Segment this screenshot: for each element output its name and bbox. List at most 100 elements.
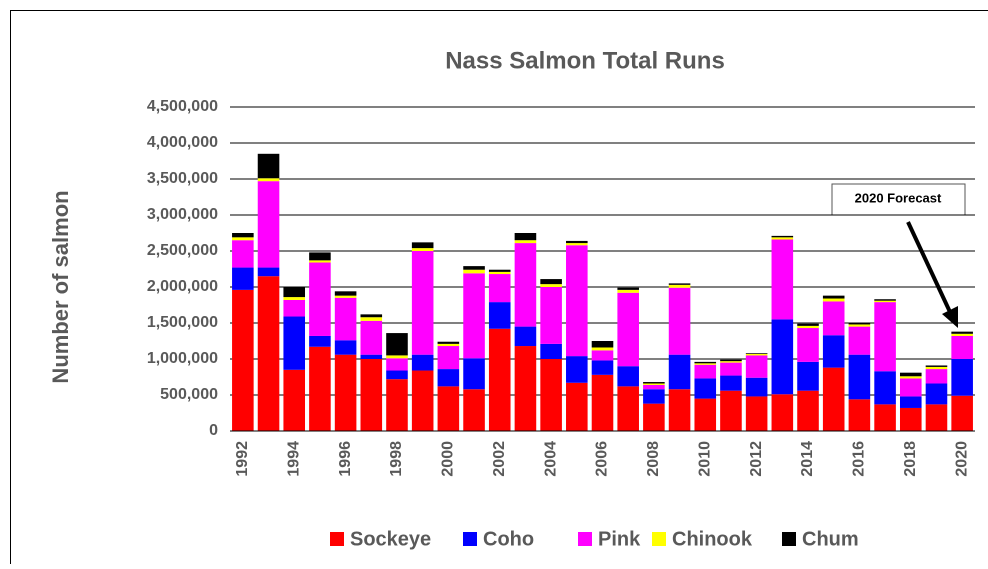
bar-segment — [746, 353, 768, 354]
bar-segment — [386, 371, 408, 380]
bar-segment — [258, 154, 280, 178]
legend-label: Coho — [483, 528, 534, 550]
bar-segment — [463, 266, 485, 270]
bar-segment — [746, 396, 768, 431]
bar-segment — [412, 248, 434, 251]
bar-segment — [617, 366, 639, 386]
bar-segment — [566, 245, 588, 356]
bar-segment — [926, 365, 948, 366]
y-tick-label: 3,500,000 — [147, 170, 218, 187]
bar-segment — [309, 252, 331, 260]
bar-segment — [617, 290, 639, 293]
bar-segment — [592, 360, 614, 374]
bar-segment — [746, 378, 768, 397]
bar-segment — [720, 376, 742, 391]
bar-segment — [772, 237, 794, 239]
y-tick-label: 500,000 — [160, 386, 218, 403]
y-tick-label: 2,500,000 — [147, 242, 218, 259]
x-tick-label: 2016 — [851, 441, 868, 477]
bar-segment — [361, 355, 383, 359]
bar-segment — [746, 355, 768, 377]
bar-segment — [489, 270, 511, 272]
x-tick-label: 2010 — [696, 441, 713, 477]
bar-segment — [772, 236, 794, 237]
bar-segment — [463, 270, 485, 274]
bar-segment — [720, 391, 742, 431]
bar-segment — [361, 359, 383, 431]
bar-segment — [720, 361, 742, 362]
y-tick-label: 4,500,000 — [147, 98, 218, 115]
bar-segment — [489, 272, 511, 274]
bar-segment — [900, 378, 922, 396]
bar-segment — [797, 326, 819, 328]
bar-segment — [438, 346, 460, 369]
bar-segment — [643, 389, 665, 403]
bar-segment — [900, 396, 922, 408]
bar-segment — [849, 327, 871, 355]
bar-segment — [797, 362, 819, 391]
bar-segment — [669, 355, 691, 390]
bar-segment — [386, 333, 408, 355]
bar-segment — [900, 373, 922, 377]
bar-segment — [643, 385, 665, 389]
bar-segment — [900, 408, 922, 431]
bar-segment — [463, 273, 485, 358]
bar-segment — [592, 375, 614, 431]
legend-label: Chinook — [672, 528, 753, 550]
bar-segment — [566, 243, 588, 245]
x-tick-label: 2004 — [542, 441, 559, 477]
bar-segment — [515, 233, 537, 240]
bar-segment — [951, 359, 973, 396]
x-tick-label: 1998 — [388, 441, 405, 477]
bar-segment — [515, 327, 537, 346]
bar-segment — [823, 296, 845, 299]
bar-segment — [309, 347, 331, 431]
bar-segment — [694, 378, 716, 398]
bar-segment — [694, 399, 716, 431]
bar-segment — [797, 324, 819, 326]
bar-segment — [335, 296, 357, 298]
bar-segment — [463, 389, 485, 431]
bar-segment — [720, 363, 742, 376]
bar-segment — [438, 344, 460, 346]
x-tick-label: 2012 — [748, 441, 765, 477]
bar-segment — [438, 342, 460, 344]
bar-segment — [669, 283, 691, 284]
legend-swatch — [463, 532, 477, 546]
bar-segment — [258, 178, 280, 181]
bar-segment — [669, 285, 691, 288]
bar-segment — [951, 334, 973, 336]
bar-segment — [540, 284, 562, 287]
bar-segment — [566, 356, 588, 383]
bar-segment — [232, 237, 254, 240]
bar-segment — [386, 358, 408, 370]
bar-segment — [515, 346, 537, 431]
bar-segment — [617, 293, 639, 366]
bar-segment — [412, 371, 434, 431]
bar-segment — [669, 288, 691, 355]
bar-segment — [540, 287, 562, 344]
bar-segment — [874, 404, 896, 431]
x-tick-label: 1994 — [285, 441, 302, 477]
bar-segment — [489, 329, 511, 431]
bar-segment — [309, 263, 331, 336]
bar-segment — [874, 371, 896, 404]
bar-segment — [849, 324, 871, 326]
y-tick-label: 0 — [209, 422, 218, 439]
bar-segment — [566, 241, 588, 243]
bar-segment — [489, 274, 511, 302]
bar-segment — [283, 300, 305, 317]
bar-segment — [335, 291, 357, 295]
bar-segment — [951, 332, 973, 334]
bar-segment — [335, 298, 357, 340]
y-tick-label: 2,000,000 — [147, 278, 218, 295]
bar-segment — [720, 360, 742, 361]
legend-swatch — [330, 532, 344, 546]
legend-label: Chum — [802, 528, 859, 550]
bar-segment — [926, 367, 948, 369]
legend-swatch — [652, 532, 666, 546]
bar-segment — [566, 383, 588, 431]
bar-segment — [412, 242, 434, 248]
bar-segment — [283, 287, 305, 297]
